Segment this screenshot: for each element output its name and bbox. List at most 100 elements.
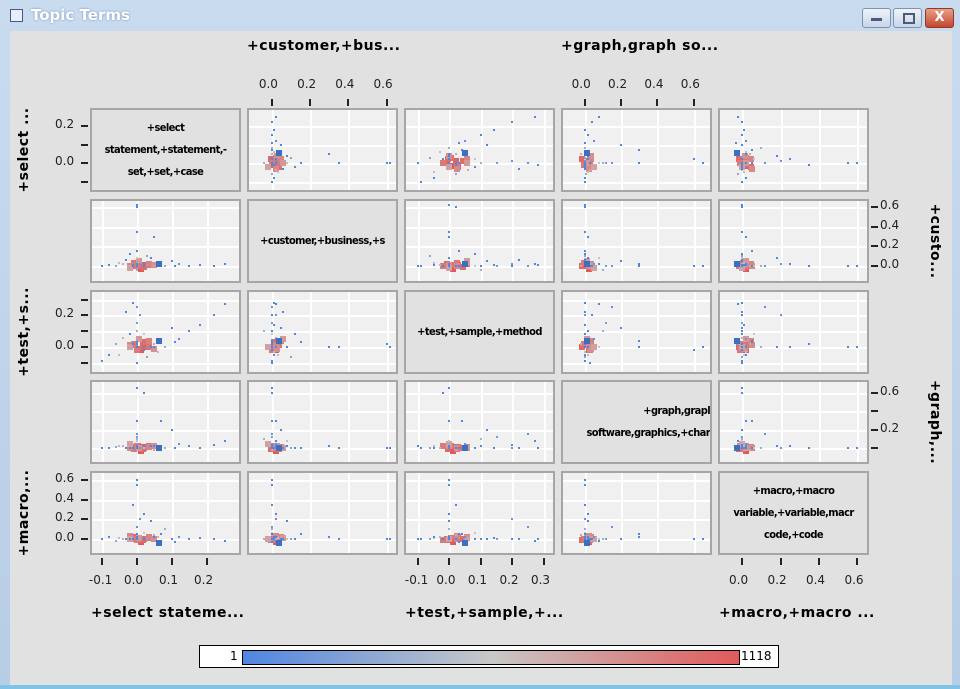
data-point [454,538,457,541]
gridline-horizontal [406,125,553,128]
data-point [448,263,451,266]
highlighted-point[interactable] [275,149,282,156]
data-point [610,162,613,165]
minimize-button[interactable] [862,8,891,28]
highlighted-point[interactable] [734,337,741,344]
gridline-horizontal [406,519,553,522]
data-point [328,445,331,448]
highlighted-point[interactable] [584,540,591,547]
diagonal-label-line: set,+set,+case [127,165,204,178]
highlighted-point[interactable] [275,540,282,547]
highlighted-point[interactable] [734,445,741,452]
data-point [779,447,782,450]
data-point [213,443,216,446]
gridline-horizontal [563,125,710,128]
data-point [448,147,451,150]
data-point [846,265,849,268]
data-point [808,342,811,345]
data-point [142,349,145,352]
x-axis-tick [100,558,103,565]
data-point [638,265,641,268]
data-point [107,264,110,267]
highlighted-point[interactable] [584,261,591,268]
data-point [583,255,586,258]
highlighted-point[interactable] [155,337,162,344]
data-point [473,158,476,161]
data-point [846,346,849,349]
gridline-horizontal [249,331,396,334]
close-button[interactable]: X [925,8,954,28]
data-point [741,301,744,304]
data-point [114,446,117,449]
data-point [274,518,277,521]
scatter-cell [718,199,869,283]
highlighted-point[interactable] [734,149,741,156]
highlighted-point[interactable] [461,540,468,547]
data-point [270,180,273,183]
data-point [744,419,747,422]
highlighted-point[interactable] [461,261,468,268]
highlighted-point[interactable] [584,149,591,156]
data-point [601,162,604,165]
data-point [272,536,275,539]
data-point [583,535,590,542]
highlighted-point[interactable] [155,445,162,452]
data-point [750,250,753,253]
data-point [741,134,744,137]
highlighted-point[interactable] [734,261,741,268]
data-point [137,347,144,354]
data-point [742,345,749,352]
diagonal-label-cell: +select statement,+statement,- set,+set,+c… [90,108,241,192]
highlighted-point[interactable] [275,337,282,344]
data-point [587,536,590,539]
data-point [280,327,283,330]
data-point [587,538,590,541]
data-point [145,534,152,541]
x-axis-tick [583,99,586,106]
gridline-horizontal [92,362,239,365]
gridline-vertical [348,110,351,190]
highlighted-point[interactable] [461,149,468,156]
data-point [735,141,738,144]
data-point [744,139,747,142]
data-point [280,143,283,146]
gridline-horizontal [249,392,396,395]
data-point [126,440,133,447]
data-point [741,342,744,345]
data-point [270,391,273,394]
data-point [448,536,451,539]
data-point [511,160,514,163]
data-point [744,263,747,266]
title-bar[interactable]: Topic Terms X [0,0,960,32]
data-point [272,128,275,131]
data-point [486,538,489,541]
maximize-button[interactable] [893,8,922,28]
data-point [744,442,747,445]
highlighted-point[interactable] [461,445,468,452]
x-tick-label: 0.0 [729,573,749,587]
y-axis-tick [81,180,88,183]
data-point [270,447,273,450]
x-tick-label: 0.0 [123,573,144,587]
data-point [174,541,177,544]
data-point [583,311,586,314]
data-point [598,303,601,306]
data-point [760,147,763,150]
x-tick-label: 0.4 [805,573,826,587]
data-point [135,346,138,349]
highlighted-point[interactable] [584,337,591,344]
data-point [527,433,530,436]
data-point [442,391,445,394]
data-point [118,262,121,265]
x-tick-label: -0.1 [404,573,429,587]
data-point [385,538,388,541]
highlighted-point[interactable] [155,261,162,268]
gridline-horizontal [249,429,396,432]
data-point [741,444,744,447]
data-point [741,205,744,208]
data-point [135,433,138,436]
y-axis-tick [81,478,88,481]
highlighted-point[interactable] [275,445,282,452]
highlighted-point[interactable] [155,540,162,547]
data-point [448,419,451,422]
